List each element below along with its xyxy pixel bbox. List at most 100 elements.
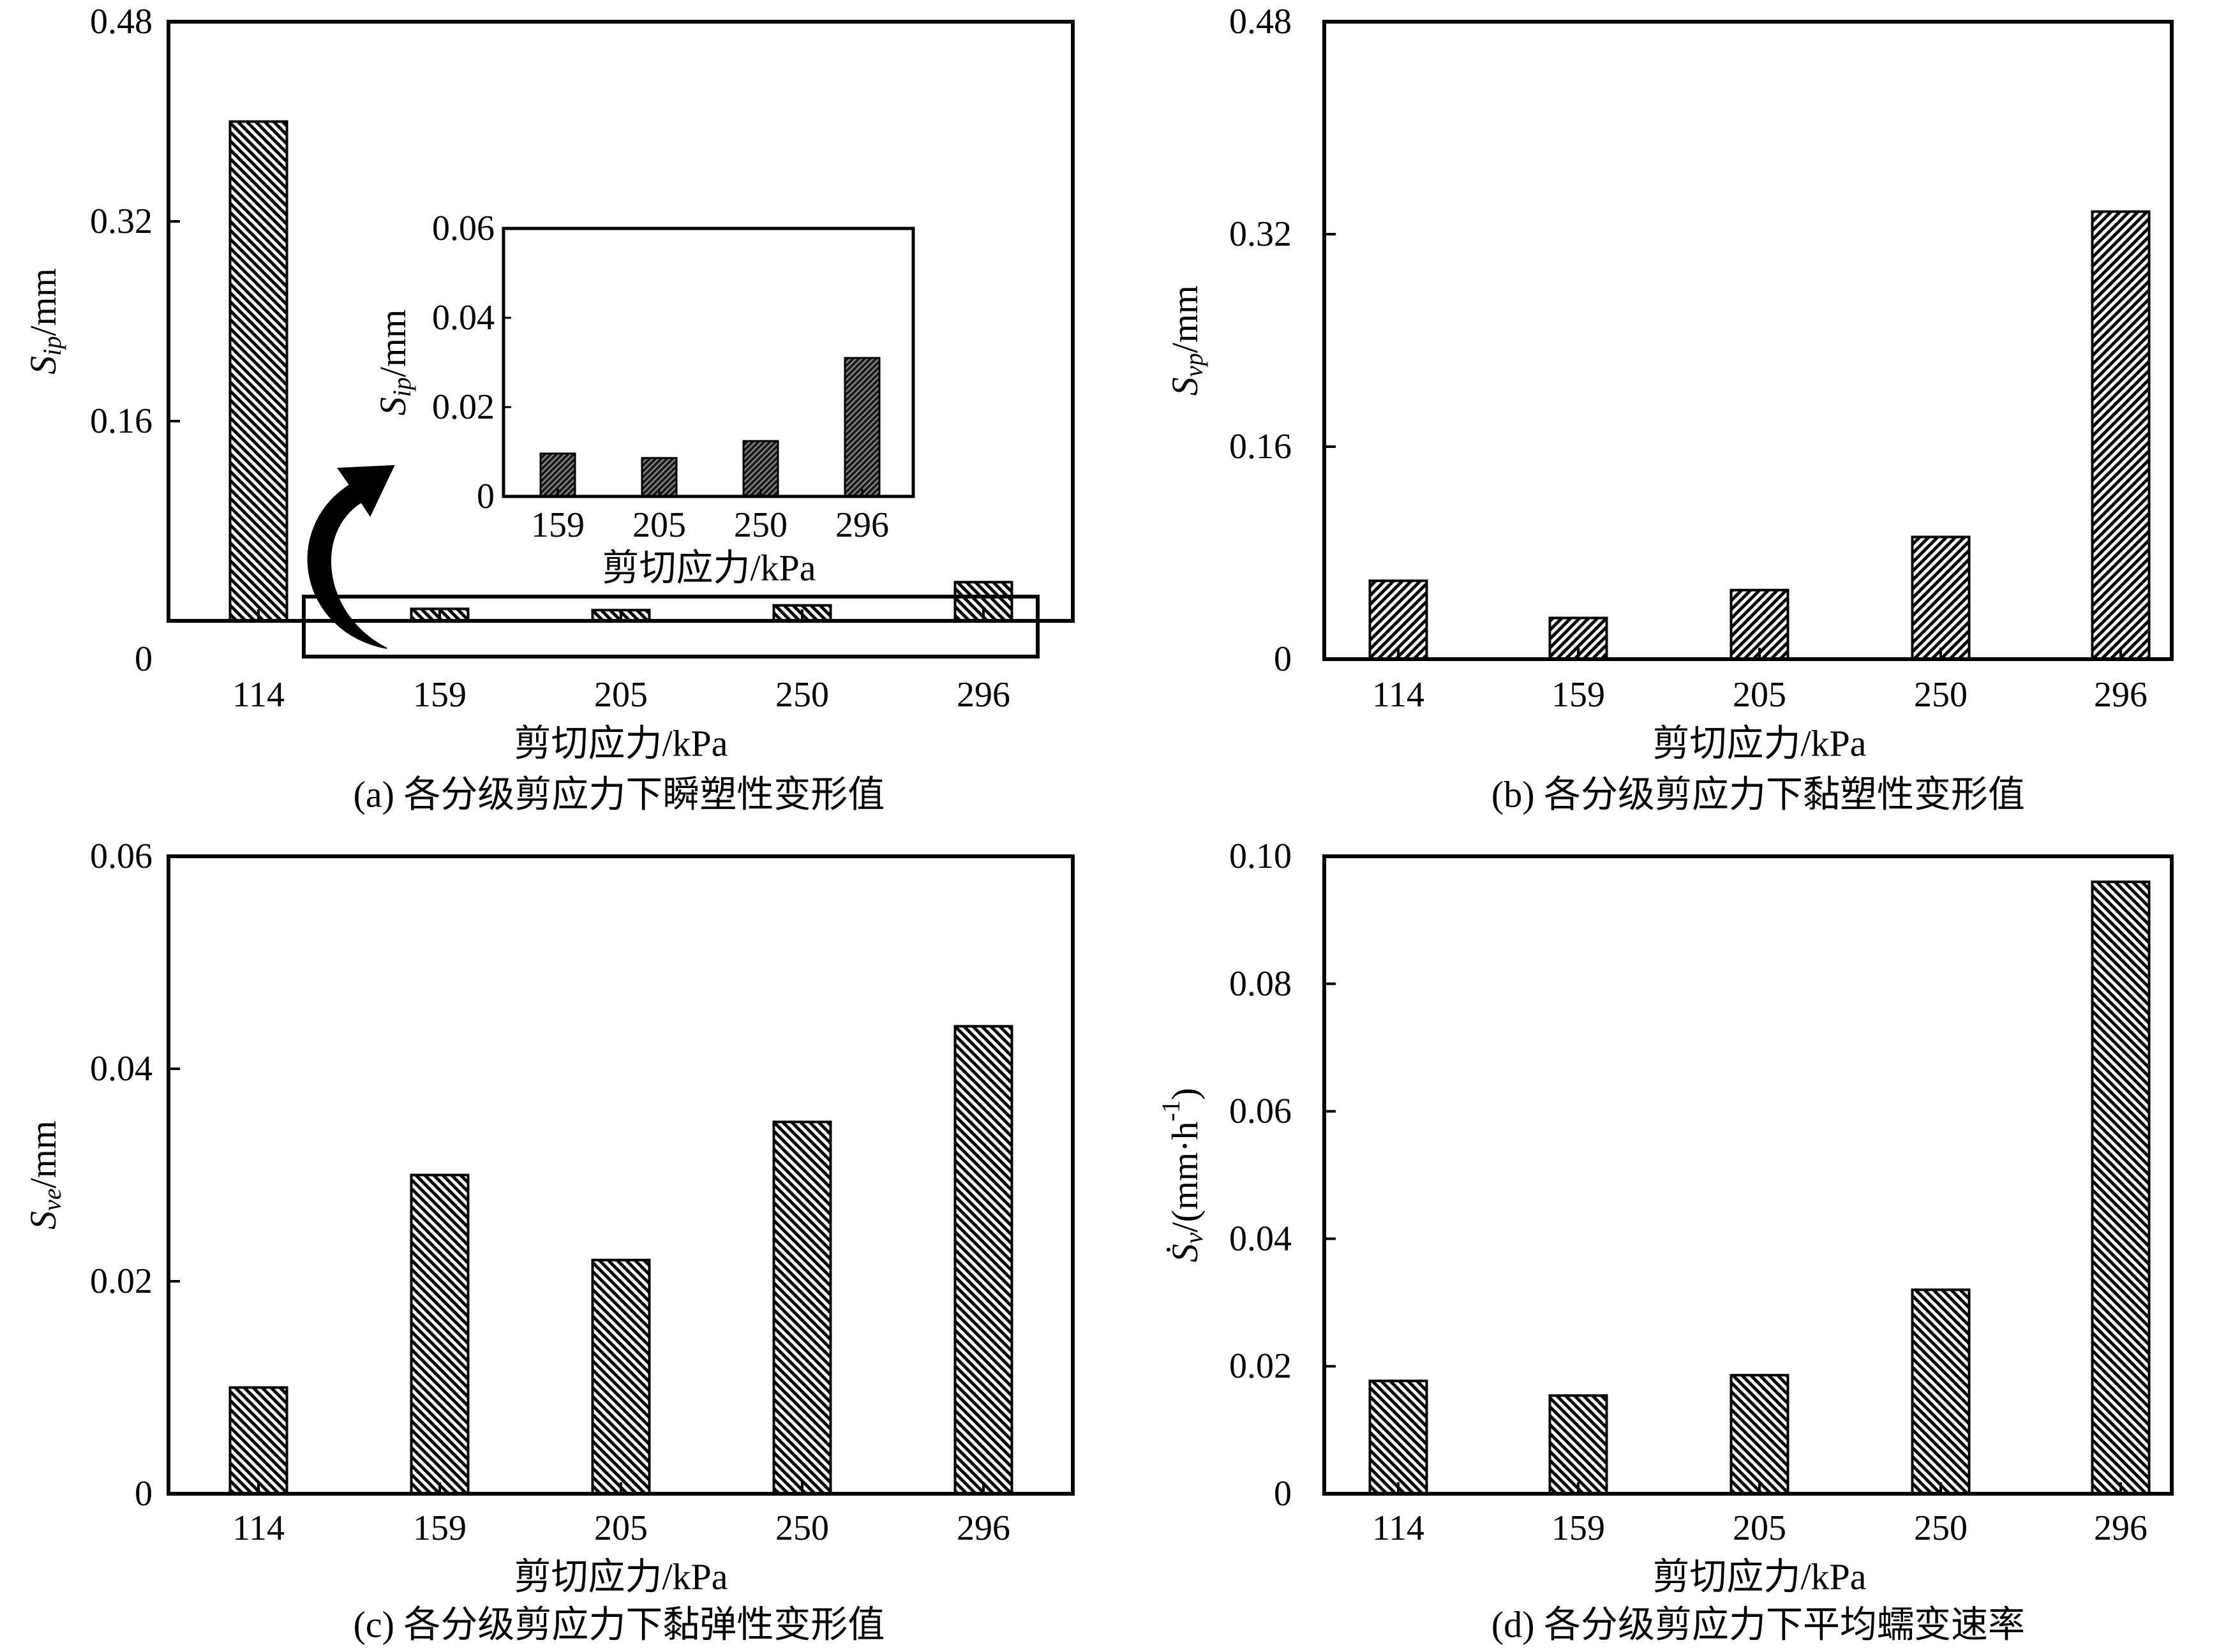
panel-b-x-axis-label: 剪切应力/kPa xyxy=(1652,723,1866,764)
panel-c-x-tick-label-250: 250 xyxy=(775,1508,829,1548)
panel-b-x-tick-label-250: 250 xyxy=(1914,675,1968,715)
panel-a-inset-y-axis-subscript: ip xyxy=(387,377,416,397)
panel-b-plot-area xyxy=(1324,22,2172,659)
panel-b-y-tick-label-0.32: 0.32 xyxy=(1229,214,1292,254)
panel-b-y-axis-symbol: S xyxy=(1164,377,1206,396)
panel-b-y-tick-label-0: 0 xyxy=(1274,639,1292,679)
panel-b-bar-296 xyxy=(2091,210,2151,660)
panel-b-frame xyxy=(1322,20,2174,661)
panel-a-y-axis-unit: /mm xyxy=(22,268,64,336)
panel-d-y-tick-label-0.10: 0.10 xyxy=(1229,837,1292,876)
panel-d-y-axis-subscript: v xyxy=(1179,1232,1208,1244)
panel-b-x-tick-label-114: 114 xyxy=(1372,675,1424,715)
panel-a-y-axis-subscript: ip xyxy=(38,336,66,356)
panel-a-caption: (a) 各分级剪应力下瞬塑性变形值 xyxy=(354,774,885,815)
panel-b-bar-114 xyxy=(1368,579,1428,660)
panel-a-x-tick-label-205: 205 xyxy=(594,675,648,715)
panel-b-y-axis-label: Svp/mm xyxy=(1164,285,1208,396)
panel-d-y-tick-label-0.06: 0.06 xyxy=(1229,1092,1292,1131)
panel-a-y-axis-symbol: S xyxy=(22,356,64,375)
panel-a-inset-x-tick-label-296: 296 xyxy=(835,505,889,545)
panel-a-y-axis-label: Sip/mm xyxy=(22,268,66,374)
panel-b-x-tick-label-205: 205 xyxy=(1733,675,1786,715)
panel-d-y-tick-label-0.02: 0.02 xyxy=(1229,1346,1292,1386)
panel-a-zoom-box xyxy=(302,595,1040,659)
panel-d-x-tick-label-159: 159 xyxy=(1551,1508,1605,1548)
panel-a-inset-x-axis-label: 剪切应力/kPa xyxy=(602,547,816,589)
panel-a-inset: 159 205 250 296 0 0.02 0.04 0.06 剪切应力/kPa Sip/mm xyxy=(372,209,915,589)
panel-d-y-axis-symbol: Ṡ xyxy=(1164,1244,1206,1262)
panel-d-x-tick-label-205: 205 xyxy=(1733,1508,1786,1548)
panel-b-y-axis-subscript: vp xyxy=(1179,353,1208,377)
panel-d-bar-205 xyxy=(1729,1374,1789,1496)
panel-a-inset-bar-296 xyxy=(844,357,881,498)
panel-c-x-tick-label-114: 114 xyxy=(232,1508,285,1548)
panel-d-x-tick-label-250: 250 xyxy=(1914,1508,1968,1548)
panel-c-y-axis-unit: /mm xyxy=(22,1120,64,1188)
panel-d-bar-159 xyxy=(1548,1394,1608,1496)
panel-d-y-tick-label-0.04: 0.04 xyxy=(1229,1219,1292,1258)
panel-a-inset-x-tick-label-159: 159 xyxy=(531,505,585,545)
panel-c-x-tick-label-205: 205 xyxy=(594,1508,648,1548)
panel-d-y-axis-unit-end: ) xyxy=(1164,1088,1206,1100)
panel-d: 114 159 205 250 296 0 0.02 0.04 0.06 0.08 0.10 剪切应力… xyxy=(1156,837,2174,1646)
panel-a-inset-y-tick-label-0.02: 0.02 xyxy=(432,387,495,427)
panel-c-y-tick-label-0.04: 0.04 xyxy=(90,1049,153,1089)
panel-b-bar-250 xyxy=(1911,535,1971,661)
panel-d-bar-296 xyxy=(2091,880,2151,1495)
panel-a-frame xyxy=(167,20,1075,623)
panel-d-x-tick-label-296: 296 xyxy=(2094,1508,2148,1548)
panel-c-x-tick-label-296: 296 xyxy=(957,1508,1010,1548)
panel-b: 114 159 205 250 296 0 0.16 0.32 0.48 剪切应力/kPa Svp/… xyxy=(1164,2,2174,815)
panel-a-y-tick-label-0: 0 xyxy=(135,639,153,679)
panel-a-inset-x-tick-label-250: 250 xyxy=(734,505,788,545)
panel-b-x-tick-label-159: 159 xyxy=(1551,675,1605,715)
panel-b-y-axis-unit: /mm xyxy=(1164,285,1206,353)
panel-b-y-tick-label-0.48: 0.48 xyxy=(1229,2,1292,41)
panel-c-bar-114 xyxy=(228,1386,288,1495)
panel-a: 114 159 205 250 29600.160.320.48剪切应力/kPaSip/… xyxy=(22,2,1075,815)
panel-a-inset-y-tick-label-0.06: 0.06 xyxy=(432,209,495,248)
panel-a-inset-x-tick-label-205: 205 xyxy=(632,505,686,545)
panel-c-y-axis-subscript: ve xyxy=(38,1188,66,1211)
panel-a-bar-114 xyxy=(228,120,288,622)
panel-c-bar-159 xyxy=(410,1173,470,1495)
panel-c-bar-250 xyxy=(772,1120,832,1495)
panel-a-y-tick-label-0.16: 0.16 xyxy=(90,401,153,441)
panel-c-bar-296 xyxy=(953,1025,1013,1495)
panel-a-inset-y-tick-label-0: 0 xyxy=(477,477,495,516)
panel-a-inset-y-axis-label: Sip/mm xyxy=(372,309,416,415)
panel-c-caption: (c) 各分级剪应力下黏弹性变形值 xyxy=(354,1604,885,1646)
panel-c-y-tick-label-0.06: 0.06 xyxy=(90,837,153,876)
panel-a-inset-y-tick-label-0.04: 0.04 xyxy=(432,298,495,338)
panel-d-x-axis-label: 剪切应力/kPa xyxy=(1652,1556,1866,1598)
panel-c-y-tick-label-0.02: 0.02 xyxy=(90,1261,153,1301)
panel-a-inset-frame xyxy=(502,227,915,498)
panel-b-y-tick-label-0.16: 0.16 xyxy=(1229,427,1292,466)
panel-d-x-tick-label-114: 114 xyxy=(1372,1508,1424,1548)
panel-c: 114 159 205 250 296 0 0.02 0.04 0.06 剪切应力/kPa Sve/… xyxy=(22,837,1075,1646)
panel-b-bar-205 xyxy=(1729,588,1789,661)
panel-d-y-tick-label-0: 0 xyxy=(1274,1474,1292,1514)
panel-c-x-tick-label-159: 159 xyxy=(413,1508,467,1548)
panel-a-inset-bar-250 xyxy=(742,440,779,498)
panel-c-x-axis-label: 剪切应力/kPa xyxy=(514,1556,728,1598)
panel-d-bar-250 xyxy=(1911,1288,1971,1495)
panel-c-y-axis-label: Sve/mm xyxy=(22,1120,66,1230)
panel-a-x-axis-label: 剪切应力/kPa xyxy=(514,723,728,764)
panel-a-x-tick-label-250: 250 xyxy=(775,675,829,715)
panel-d-y-axis-superscript: -1 xyxy=(1156,1100,1185,1121)
panel-c-bar-205 xyxy=(591,1258,651,1495)
panel-a-inset-y-axis-unit: /mm xyxy=(372,309,414,377)
panel-d-bar-114 xyxy=(1368,1380,1428,1495)
panel-a-y-tick-label-0.48: 0.48 xyxy=(90,2,153,41)
panel-d-frame xyxy=(1322,854,2174,1496)
panel-c-y-tick-label-0: 0 xyxy=(135,1474,153,1514)
panel-d-y-axis-unit: /(mm·h xyxy=(1164,1121,1206,1232)
panel-a-y-tick-label-0.32: 0.32 xyxy=(90,202,153,241)
panel-d-caption: (d) 各分级剪应力下平均蠕变速率 xyxy=(1491,1604,2025,1646)
panel-a-zoom-arrow-icon xyxy=(307,465,395,649)
panel-b-caption: (b) 各分级剪应力下黏塑性变形值 xyxy=(1491,774,2025,815)
panel-a-x-tick-label-296: 296 xyxy=(957,675,1010,715)
